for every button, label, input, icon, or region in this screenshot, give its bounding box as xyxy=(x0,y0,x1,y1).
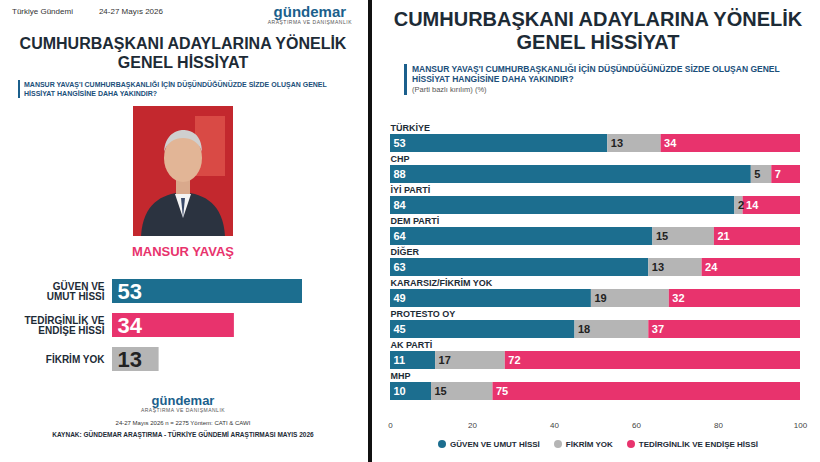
svg-text:DİĞER: DİĞER xyxy=(391,246,420,257)
svg-text:DEM PARTİ: DEM PARTİ xyxy=(391,216,440,226)
svg-text:MHP: MHP xyxy=(391,371,411,381)
svg-text:72: 72 xyxy=(508,354,520,366)
html-text:CUMHURBAŞKANI ADAYLARINA YÖNEL: CUMHURBAŞKANI ADAYLARINA YÖNELİK GENEL H… xyxy=(19,35,347,71)
svg-text:18: 18 xyxy=(578,323,590,335)
svg-text:FİKRİM YOK: FİKRİM YOK xyxy=(46,353,105,365)
svg-text:60: 60 xyxy=(632,421,641,430)
svg-text:GÜVEN VEUMUT HİSSİ: GÜVEN VEUMUT HİSSİ xyxy=(47,280,105,302)
html-text:MANSUR YAVAŞ'I CUMHURBAŞKANLIĞ: MANSUR YAVAŞ'I CUMHURBAŞKANLIĞI İÇİN DÜŞ… xyxy=(412,64,780,84)
svg-text:24: 24 xyxy=(705,261,718,273)
svg-text:49: 49 xyxy=(394,292,406,304)
svg-text:AK PARTİ: AK PARTİ xyxy=(391,340,433,350)
svg-text:80: 80 xyxy=(714,421,723,430)
svg-text:14: 14 xyxy=(746,199,759,211)
svg-text:5: 5 xyxy=(754,168,760,180)
svg-text:37: 37 xyxy=(652,323,664,335)
svg-text:20: 20 xyxy=(468,421,477,430)
svg-text:7: 7 xyxy=(775,168,781,180)
svg-text:0: 0 xyxy=(388,421,393,430)
html-text:FİKRİM YOK: FİKRİM YOK xyxy=(565,440,613,449)
svg-text:19: 19 xyxy=(594,292,606,304)
svg-text:15: 15 xyxy=(656,230,668,242)
svg-text:88: 88 xyxy=(394,168,406,180)
html-text:ARAŞTIRMA VE DANIŞMANLIK: ARAŞTIRMA VE DANIŞMANLIK xyxy=(267,19,352,25)
html-text:ARAŞTIRMA VE DANIŞMANLIK: ARAŞTIRMA VE DANIŞMANLIK xyxy=(140,407,226,413)
svg-text:10: 10 xyxy=(394,385,406,397)
svg-text:34: 34 xyxy=(118,313,143,338)
svg-text:PROTESTO OY: PROTESTO OY xyxy=(391,309,456,319)
svg-text:CHP: CHP xyxy=(391,154,410,164)
html-text:gündemar: gündemar xyxy=(151,393,215,408)
svg-text:KARARSIZ/FİKRİM YOK: KARARSIZ/FİKRİM YOK xyxy=(391,278,493,288)
svg-text:13: 13 xyxy=(118,347,142,372)
html-text:CUMHURBAŞKANI ADAYLARINA YÖNEL: CUMHURBAŞKANI ADAYLARINA YÖNELİK GENEL H… xyxy=(393,8,803,53)
svg-text:53: 53 xyxy=(394,137,406,149)
svg-text:53: 53 xyxy=(118,279,142,304)
html-text:TEDİRGİNLİK VE ENDİŞE HİSSİ: TEDİRGİNLİK VE ENDİŞE HİSSİ xyxy=(638,440,758,449)
html-text:MANSUR YAVAŞ'I CUMHURBAŞKANLIĞ: MANSUR YAVAŞ'I CUMHURBAŞKANLIĞI İÇİN DÜŞ… xyxy=(24,81,327,97)
svg-text:45: 45 xyxy=(394,323,406,335)
svg-text:İYİ PARTİ: İYİ PARTİ xyxy=(391,185,431,195)
svg-text:40: 40 xyxy=(550,421,559,430)
html-text:MANSUR YAVAŞ: MANSUR YAVAŞ xyxy=(131,244,234,259)
svg-text:TEDİRGİNLİK VEENDİŞE HİSSİ: TEDİRGİNLİK VEENDİŞE HİSSİ xyxy=(24,314,104,336)
svg-text:TÜRKİYE: TÜRKİYE xyxy=(391,123,431,133)
svg-text:13: 13 xyxy=(652,261,664,273)
html-text:24-27 Mayıs 2026: 24-27 Mayıs 2026 xyxy=(98,7,163,16)
svg-text:13: 13 xyxy=(611,137,623,149)
svg-text:75: 75 xyxy=(496,385,508,397)
html-text:gündemar: gündemar xyxy=(273,3,347,20)
svg-text:17: 17 xyxy=(439,354,451,366)
svg-text:21: 21 xyxy=(717,230,729,242)
svg-text:100: 100 xyxy=(794,421,808,430)
html-text:Türkiye Gündemi: Türkiye Gündemi xyxy=(12,7,73,16)
svg-text:34: 34 xyxy=(664,137,677,149)
svg-text:2: 2 xyxy=(738,199,744,211)
svg-text:32: 32 xyxy=(672,292,684,304)
svg-text:84: 84 xyxy=(394,199,407,211)
svg-text:15: 15 xyxy=(435,385,447,397)
svg-text:11: 11 xyxy=(394,354,406,366)
html-text:24-27 Mayıs 2026 n = 2275 Yönt: 24-27 Mayıs 2026 n = 2275 Yöntem: CATI &… xyxy=(115,420,251,426)
html-text:KAYNAK: GÜNDEMAR ARAŞTIRMA - T: KAYNAK: GÜNDEMAR ARAŞTIRMA - TÜRKİYE GÜN… xyxy=(52,431,314,438)
svg-text:64: 64 xyxy=(394,230,407,242)
svg-text:63: 63 xyxy=(394,261,406,273)
html-text:GÜVEN VE UMUT HİSSİ: GÜVEN VE UMUT HİSSİ xyxy=(450,440,540,449)
html-text:(Parti bazlı kırılım) (%): (Parti bazlı kırılım) (%) xyxy=(412,85,487,94)
